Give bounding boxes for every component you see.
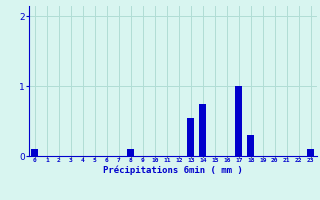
Bar <box>247 135 254 156</box>
Bar <box>31 149 38 156</box>
Bar <box>127 149 134 156</box>
Bar <box>187 118 194 156</box>
Bar <box>307 149 314 156</box>
X-axis label: Précipitations 6min ( mm ): Précipitations 6min ( mm ) <box>103 166 243 175</box>
Bar <box>235 86 243 156</box>
Bar <box>199 104 206 156</box>
